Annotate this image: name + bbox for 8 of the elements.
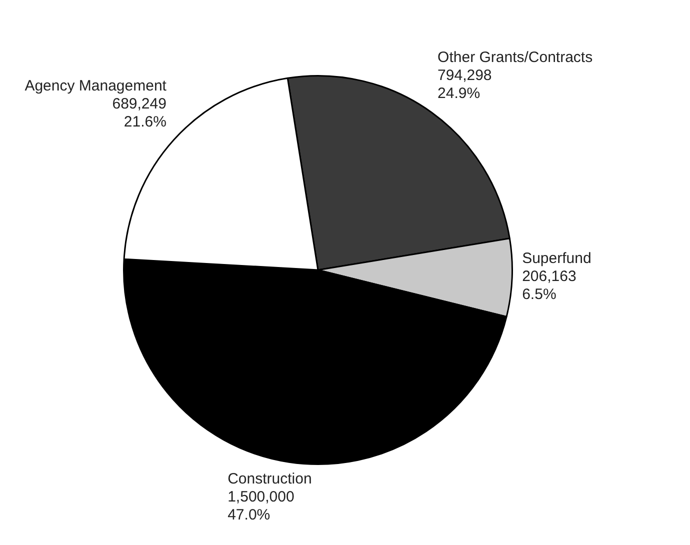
slice-label: Agency Management: [24, 78, 168, 95]
data-label: 689,249 21.6%: [112, 96, 166, 131]
slice-label: Construction: [228, 470, 312, 488]
slice-label: Other Grants/Contracts: [438, 49, 593, 66]
slice-label: Superfund: [522, 250, 592, 267]
data-label: 1,500,000 47.0%: [228, 488, 294, 524]
data-label: 206,163 6.5%: [522, 268, 576, 303]
data-label: 794,298 24.9%: [438, 67, 492, 102]
